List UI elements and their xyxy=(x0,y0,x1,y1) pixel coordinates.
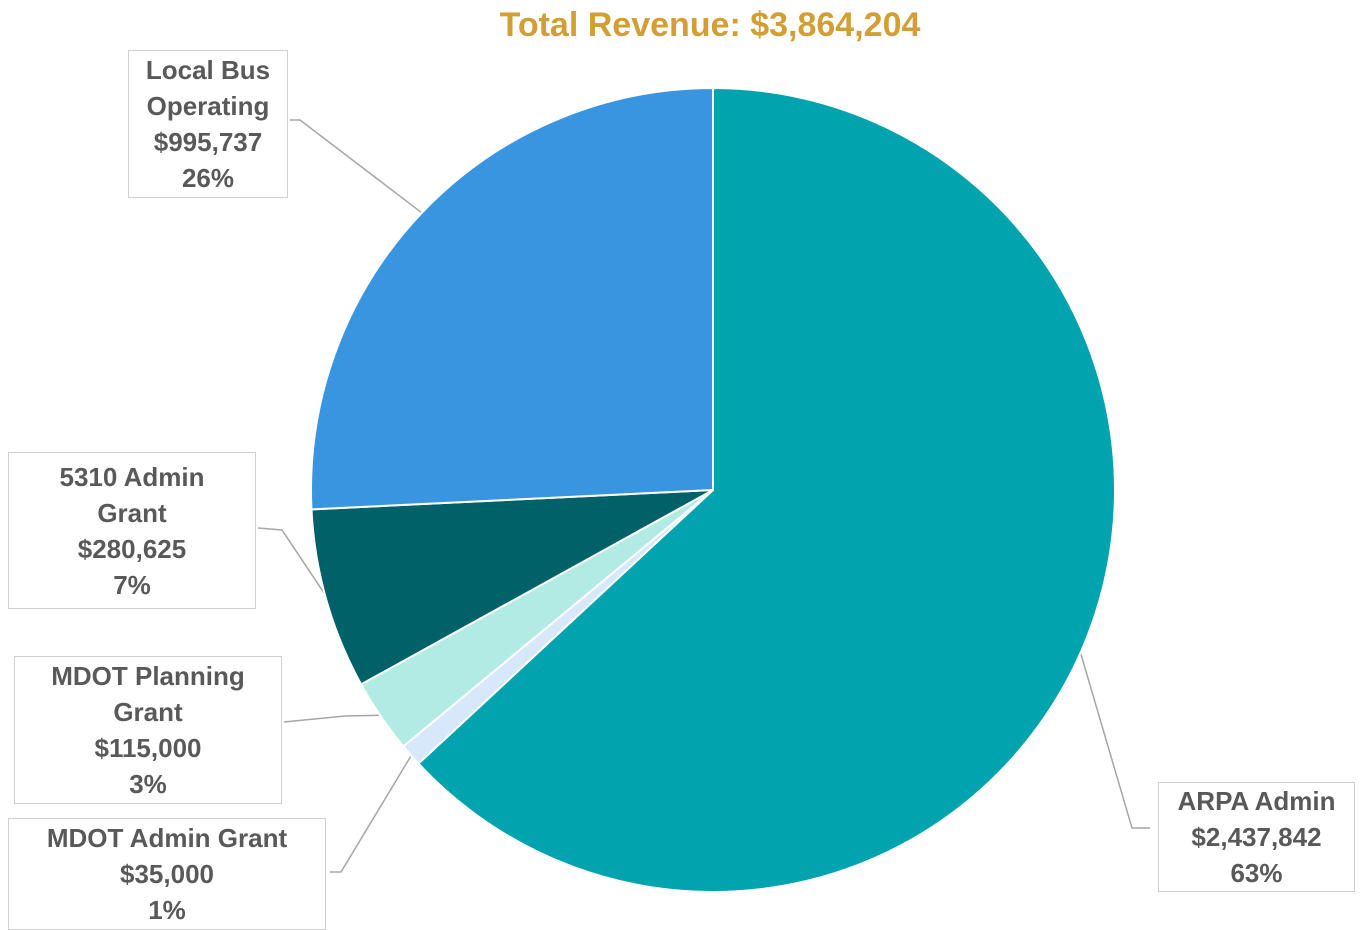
leader-line-admin-5310 xyxy=(257,527,329,600)
slice-label-percent: 63% xyxy=(1230,858,1283,888)
slice-label-name: MDOT Planning xyxy=(51,661,245,691)
data-label-mdot-admin: MDOT Admin Grant $35,000 1% xyxy=(8,818,326,930)
slice-label-name: Grant xyxy=(113,697,183,727)
leader-line-local-bus xyxy=(290,119,424,215)
slice-label-name: MDOT Admin Grant xyxy=(46,823,288,853)
slice-label-name: ARPA Admin xyxy=(1177,786,1336,816)
slice-label-value: $35,000 xyxy=(120,859,214,889)
slice-label-percent: 26% xyxy=(181,163,235,193)
slice-label-value: $280,625 xyxy=(77,533,187,564)
leader-line-arpa xyxy=(1078,649,1150,829)
leader-lines xyxy=(257,119,1150,873)
data-label-admin-5310: 5310 Admin Grant $280,625 7% xyxy=(8,452,256,609)
slice-label-name: Grant xyxy=(97,497,167,528)
pie-slice-admin-5310 xyxy=(310,489,714,686)
slice-label-name: Local Bus xyxy=(145,55,271,85)
slice-label-value: $115,000 xyxy=(94,733,202,763)
data-label-arpa: ARPA Admin $2,437,842 63% xyxy=(1158,782,1355,892)
slice-label-value: $2,437,842 xyxy=(1191,822,1322,852)
data-label-mdot-planning: MDOT Planning Grant $115,000 3% xyxy=(14,656,282,804)
data-label-local-bus: Local Bus Operating $995,737 26% xyxy=(128,50,288,198)
pie-slice-arpa xyxy=(417,86,1116,893)
chart-title: Total Revenue: $3,864,204 xyxy=(499,6,921,44)
slice-label-percent: 7% xyxy=(113,569,151,600)
slice-label-value: $995,737 xyxy=(153,127,263,157)
slice-label-name: Operating xyxy=(146,91,270,121)
leader-line-mdot-planning xyxy=(283,714,383,723)
slice-label-percent: 3% xyxy=(129,769,167,799)
pie-slices xyxy=(310,86,1116,893)
pie-slice-local-bus xyxy=(310,86,714,511)
slice-label-name: 5310 Admin xyxy=(59,461,205,492)
slice-label-percent: 1% xyxy=(148,895,186,925)
leader-line-mdot-admin xyxy=(330,753,413,873)
